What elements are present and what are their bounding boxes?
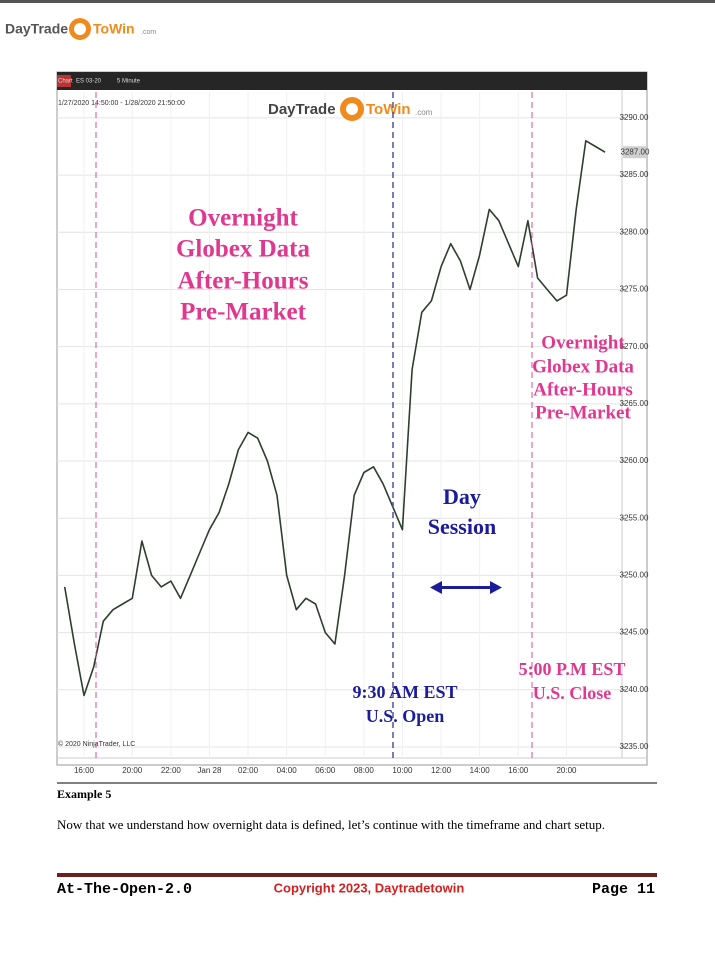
annotation: Globex Data <box>532 356 634 377</box>
plot: 3235.00 3240.00 3245.00 3250.00 3255.00 3260.… <box>57 92 650 775</box>
y-tick-label: 3235.00 <box>620 742 649 751</box>
x-tick-label: Jan 28 <box>197 766 222 775</box>
arrow-head <box>490 581 502 594</box>
x-tick-label: 22:00 <box>161 766 182 775</box>
y-tick-label: 3250.00 <box>620 571 649 580</box>
body-text: Now that we understand how overnight dat… <box>57 817 606 832</box>
y-tick-label: 3280.00 <box>620 227 649 236</box>
chart-frame <box>56 71 648 766</box>
annotation: 9:30 AM EST <box>352 682 457 702</box>
y-tick-label: 3240.00 <box>620 685 649 694</box>
last-price-marker <box>623 146 647 159</box>
x-tick-label: 06:00 <box>315 766 336 775</box>
y-tick-label: 3260.00 <box>620 456 649 465</box>
x-tick-label: 02:00 <box>238 766 259 775</box>
footer-center: Copyright 2023, Daytradetowin <box>274 880 465 895</box>
copyright-label: © 2020 NinjaTrader, LLC <box>58 740 135 748</box>
logo-text: ToWin <box>366 101 411 118</box>
x-tick-label: 08:00 <box>354 766 375 775</box>
header-logo: DayTrade ToWin .com <box>5 18 156 40</box>
top-rule <box>0 0 715 3</box>
annotation: U.S. Open <box>366 706 445 726</box>
annotation: After-Hours <box>178 268 309 295</box>
annotation: Day <box>443 484 481 509</box>
y-tick-label: 3270.00 <box>620 342 649 351</box>
annotation: After-Hours <box>533 379 633 400</box>
x-tick-label: 12:00 <box>431 766 452 775</box>
logo-text: .com <box>141 29 156 36</box>
annotation: 5:00 P.M EST <box>519 659 626 679</box>
arrow-head <box>430 581 442 594</box>
x-tick-label: 16:00 <box>74 766 95 775</box>
annotation: Pre-Market <box>535 402 631 423</box>
chart-logo: DayTrade ToWin .com <box>268 97 433 121</box>
x-tick-label: 10:00 <box>392 766 413 775</box>
annotation: Overnight <box>188 205 298 232</box>
caption: Example 5 <box>57 787 111 801</box>
y-tick-label: 3285.00 <box>620 170 649 179</box>
logo-icon-inner <box>346 103 358 115</box>
y-tick-label: 3265.00 <box>620 399 649 408</box>
x-tick-label: 16:00 <box>508 766 529 775</box>
annotation: Pre-Market <box>180 299 307 326</box>
logo-icon-inner <box>74 23 86 35</box>
x-tick-label: 04:00 <box>277 766 298 775</box>
logo-text: ToWin <box>93 21 135 37</box>
x-tick-label: 20:00 <box>556 766 577 775</box>
chart-toolbar <box>57 72 647 90</box>
y-tick-label: 3290.00 <box>620 113 649 122</box>
y-tick-label: 3255.00 <box>620 513 649 522</box>
y-tick-label: 3275.00 <box>620 285 649 294</box>
logo-text: .com <box>415 108 433 117</box>
annotation: Globex Data <box>176 236 311 263</box>
annotation: Overnight <box>541 332 625 353</box>
logo-text: DayTrade <box>5 21 68 37</box>
y-tick-label: 3245.00 <box>620 628 649 637</box>
arrow-shaft <box>440 586 492 589</box>
annotation: U.S. Close <box>533 683 612 703</box>
x-tick-label: 14:00 <box>470 766 491 775</box>
last-price-label: 3287.00 <box>621 147 650 156</box>
toolbar-button <box>57 75 71 87</box>
session-arrow <box>430 581 502 594</box>
toolbar-label: ES 03-20 <box>76 79 102 85</box>
annotation: Session <box>428 514 496 539</box>
price-line <box>63 140 606 697</box>
range-label: 1/27/2020 14:50:00 - 1/28/2020 21:50:00 <box>58 100 185 107</box>
x-tick-label: 20:00 <box>122 766 143 775</box>
footer-right: Page 11 <box>592 881 655 898</box>
footer-left: At-The-Open-2.0 <box>57 881 192 898</box>
logo-text: DayTrade <box>268 101 336 118</box>
footer-rule <box>57 873 657 877</box>
toolbar-label: 5 Minute <box>117 79 141 85</box>
toolbar-label: Chart <box>58 79 73 85</box>
